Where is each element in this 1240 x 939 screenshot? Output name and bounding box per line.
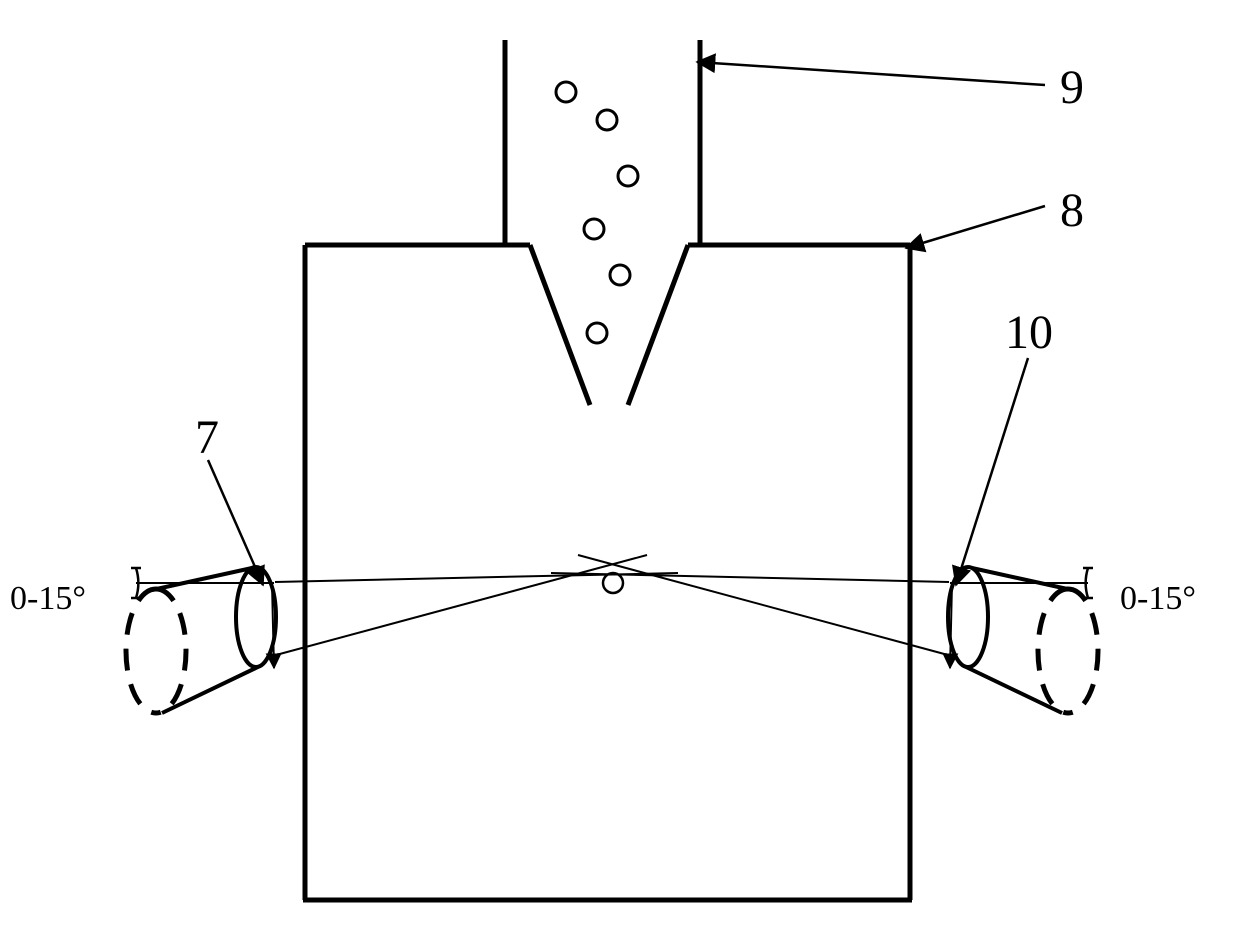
label-7: 7 <box>195 410 219 465</box>
label-angle-right: 0-15° <box>1120 580 1196 618</box>
angle-indicator-right <box>950 568 1093 668</box>
left-coil <box>126 567 276 713</box>
bubbles <box>556 82 638 343</box>
leader-lines <box>208 62 1045 585</box>
label-9: 9 <box>1060 60 1084 115</box>
label-angle-left: 0-15° <box>10 580 86 618</box>
chimney <box>505 40 700 245</box>
label-8: 8 <box>1060 183 1084 238</box>
diagram-canvas <box>0 0 1240 939</box>
label-10: 10 <box>1005 305 1053 360</box>
beam-lines <box>275 555 949 655</box>
angle-indicator-left <box>131 568 274 668</box>
chamber-outline <box>303 245 912 900</box>
right-coil <box>948 567 1098 713</box>
